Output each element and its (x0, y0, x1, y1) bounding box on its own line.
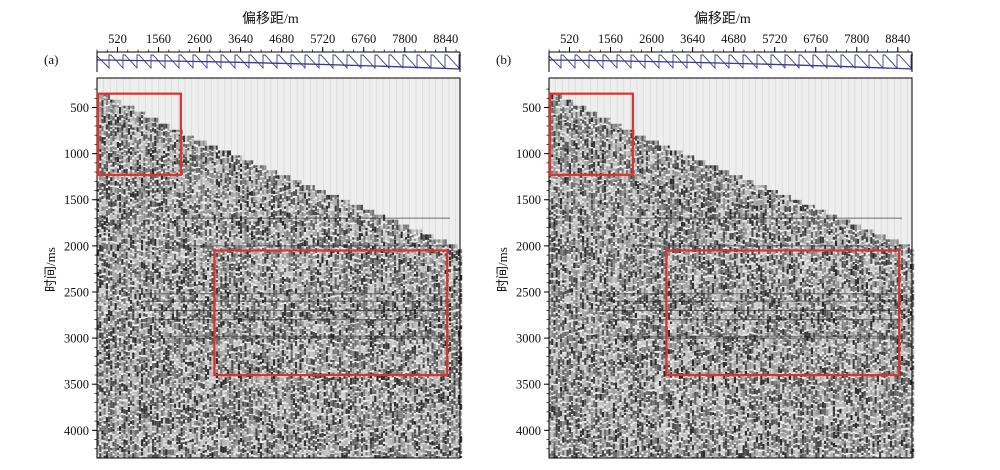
header-trace-strip (96, 51, 461, 72)
x-tick-label: 8840 (885, 32, 910, 46)
highlight-box (213, 249, 449, 377)
x-tick-label: 4680 (721, 32, 746, 46)
y-tick-label: 3000 (516, 332, 541, 346)
x-tick-label: 1560 (598, 32, 623, 46)
y-tick-label: 4000 (64, 424, 89, 438)
y-tick-label: 2500 (516, 285, 541, 299)
x-tick-label: 8840 (433, 32, 458, 46)
highlight-box (96, 92, 182, 176)
highlight-box (665, 249, 901, 377)
seismic-plot: 520 1560 2600 3640 4680 5720 6760 7800 8840 500 10… (516, 32, 915, 459)
x-tick-label: 4680 (269, 32, 294, 46)
panel-label: (b) (496, 52, 512, 67)
plot-frame (548, 77, 913, 459)
y-tick-label: 2000 (64, 239, 89, 253)
x-tick-label: 6760 (803, 32, 828, 46)
highlight-box (548, 92, 634, 176)
x-tick-label: 520 (560, 32, 579, 46)
x-tick-label: 1560 (146, 32, 171, 46)
x-tick-label: 5720 (310, 32, 335, 46)
y-tick-label: 4000 (516, 424, 541, 438)
y-tick-label: 3500 (516, 378, 541, 392)
x-axis-title: 偏移距/m (694, 12, 751, 27)
header-trace-strip (548, 51, 913, 72)
x-tick-label: 2600 (187, 32, 212, 46)
y-tick-label: 2500 (64, 285, 89, 299)
y-tick-label: 500 (70, 101, 89, 115)
x-tick-label: 3640 (228, 32, 253, 46)
y-tick-label: 2000 (516, 239, 541, 253)
panel-label: (a) (44, 52, 59, 67)
x-tick-label: 5720 (762, 32, 787, 46)
panel-a: 偏移距/m (a) 时间/ms 520 1560 2600 3640 4680 5720 6… (0, 0, 480, 470)
y-tick-label: 1500 (64, 193, 89, 207)
y-tick-label: 1500 (516, 193, 541, 207)
y-tick-label: 3000 (64, 332, 89, 346)
seismic-traces (96, 78, 463, 458)
x-tick-label: 2600 (639, 32, 664, 46)
plot-frame (96, 77, 461, 459)
y-tick-label: 500 (522, 101, 541, 115)
x-tick-label: 520 (108, 32, 127, 46)
x-tick-label: 7800 (392, 32, 417, 46)
seismic-plot: 520 1560 2600 3640 4680 5720 6760 7800 8840 500 10… (64, 32, 463, 459)
x-tick-label: 3640 (680, 32, 705, 46)
x-tick-label: 6760 (351, 32, 376, 46)
x-tick-label: 7800 (844, 32, 869, 46)
panel-b: 偏移距/m (b) 时间/ms 520 1560 2600 3640 4680 5720 6… (452, 0, 932, 470)
y-tick-label: 1000 (516, 147, 541, 161)
y-tick-label: 3500 (64, 378, 89, 392)
x-axis-title: 偏移距/m (242, 12, 299, 27)
y-tick-label: 1000 (64, 147, 89, 161)
